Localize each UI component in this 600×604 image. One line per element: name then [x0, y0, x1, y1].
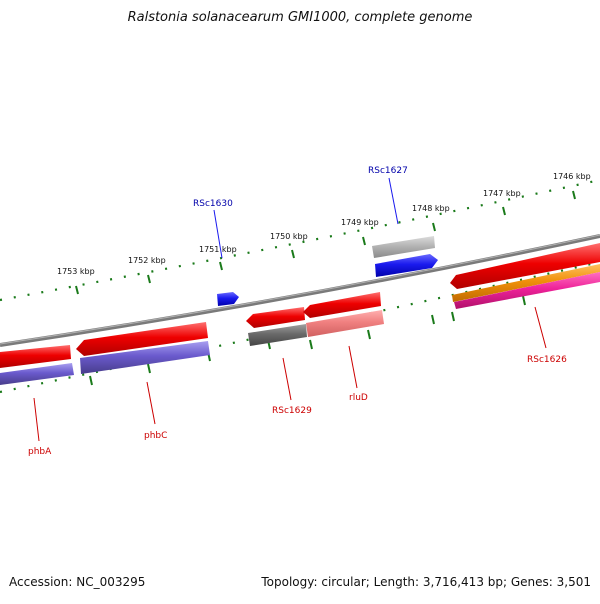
label-rsc1627[interactable]: RSc1627	[368, 166, 408, 176]
leader-rsc1627	[388, 177, 399, 225]
gene-rsc1629-red[interactable]	[246, 307, 305, 328]
gene-rsc1626-orange[interactable]	[452, 264, 600, 302]
gene-rlud-red[interactable]	[303, 292, 381, 318]
ruler-label-1746: 1746 kbp	[553, 172, 591, 181]
leader-phba	[33, 397, 40, 442]
label-rlud[interactable]: rluD	[349, 393, 368, 403]
ruler-label-1751: 1751 kbp	[199, 245, 237, 254]
inner-ruler-ticks	[89, 295, 526, 386]
gene-phbc-purple[interactable]	[80, 341, 210, 374]
outer-ruler-dots	[0, 178, 600, 302]
gene-rsc1627-blue[interactable]	[375, 254, 438, 277]
ruler-label-1747: 1747 kbp	[483, 189, 521, 198]
gene-rsc1630[interactable]	[217, 292, 239, 306]
ruler-label-1753: 1753 kbp	[57, 267, 95, 276]
inner-ruler-dots	[0, 260, 600, 394]
gene-phbc-red[interactable]	[76, 322, 208, 356]
ruler-label-1750: 1750 kbp	[270, 232, 308, 241]
leader-rsc1630	[213, 209, 223, 259]
gene-phba-red[interactable]	[0, 345, 71, 368]
label-phba[interactable]: phbA	[28, 447, 52, 457]
gene-phba-purple[interactable]	[0, 363, 74, 385]
label-rsc1629[interactable]: RSc1629	[272, 406, 312, 416]
map-title: Ralstonia solanacearum GMI1000, complete…	[127, 10, 473, 25]
genome-backbone	[0, 234, 600, 347]
leader-rlud	[348, 345, 358, 389]
leader-rsc1629	[282, 357, 292, 401]
genome-stats-text: Topology: circular; Length: 3,716,413 bp…	[261, 575, 591, 589]
gene-rsc1629-dark[interactable]	[248, 324, 307, 346]
gene-rsc1627-grey[interactable]	[372, 236, 435, 258]
outer-ruler-ticks	[75, 190, 576, 295]
gene-rsc1626-red[interactable]	[450, 243, 600, 289]
ruler-label-1749: 1749 kbp	[341, 218, 379, 227]
label-rsc1626[interactable]: RSc1626	[527, 355, 567, 365]
ruler-label-1752: 1752 kbp	[128, 256, 166, 265]
gene-rsc1626-magenta[interactable]	[454, 272, 600, 309]
accession-text: Accession: NC_003295	[9, 575, 146, 589]
gene-rlud-pink[interactable]	[306, 310, 384, 337]
leader-rsc1626	[534, 306, 547, 349]
ruler-label-1748: 1748 kbp	[412, 204, 450, 213]
leader-phbc	[146, 381, 156, 425]
label-phbc[interactable]: phbC	[144, 431, 167, 441]
label-rsc1630[interactable]: RSc1630	[193, 199, 233, 209]
